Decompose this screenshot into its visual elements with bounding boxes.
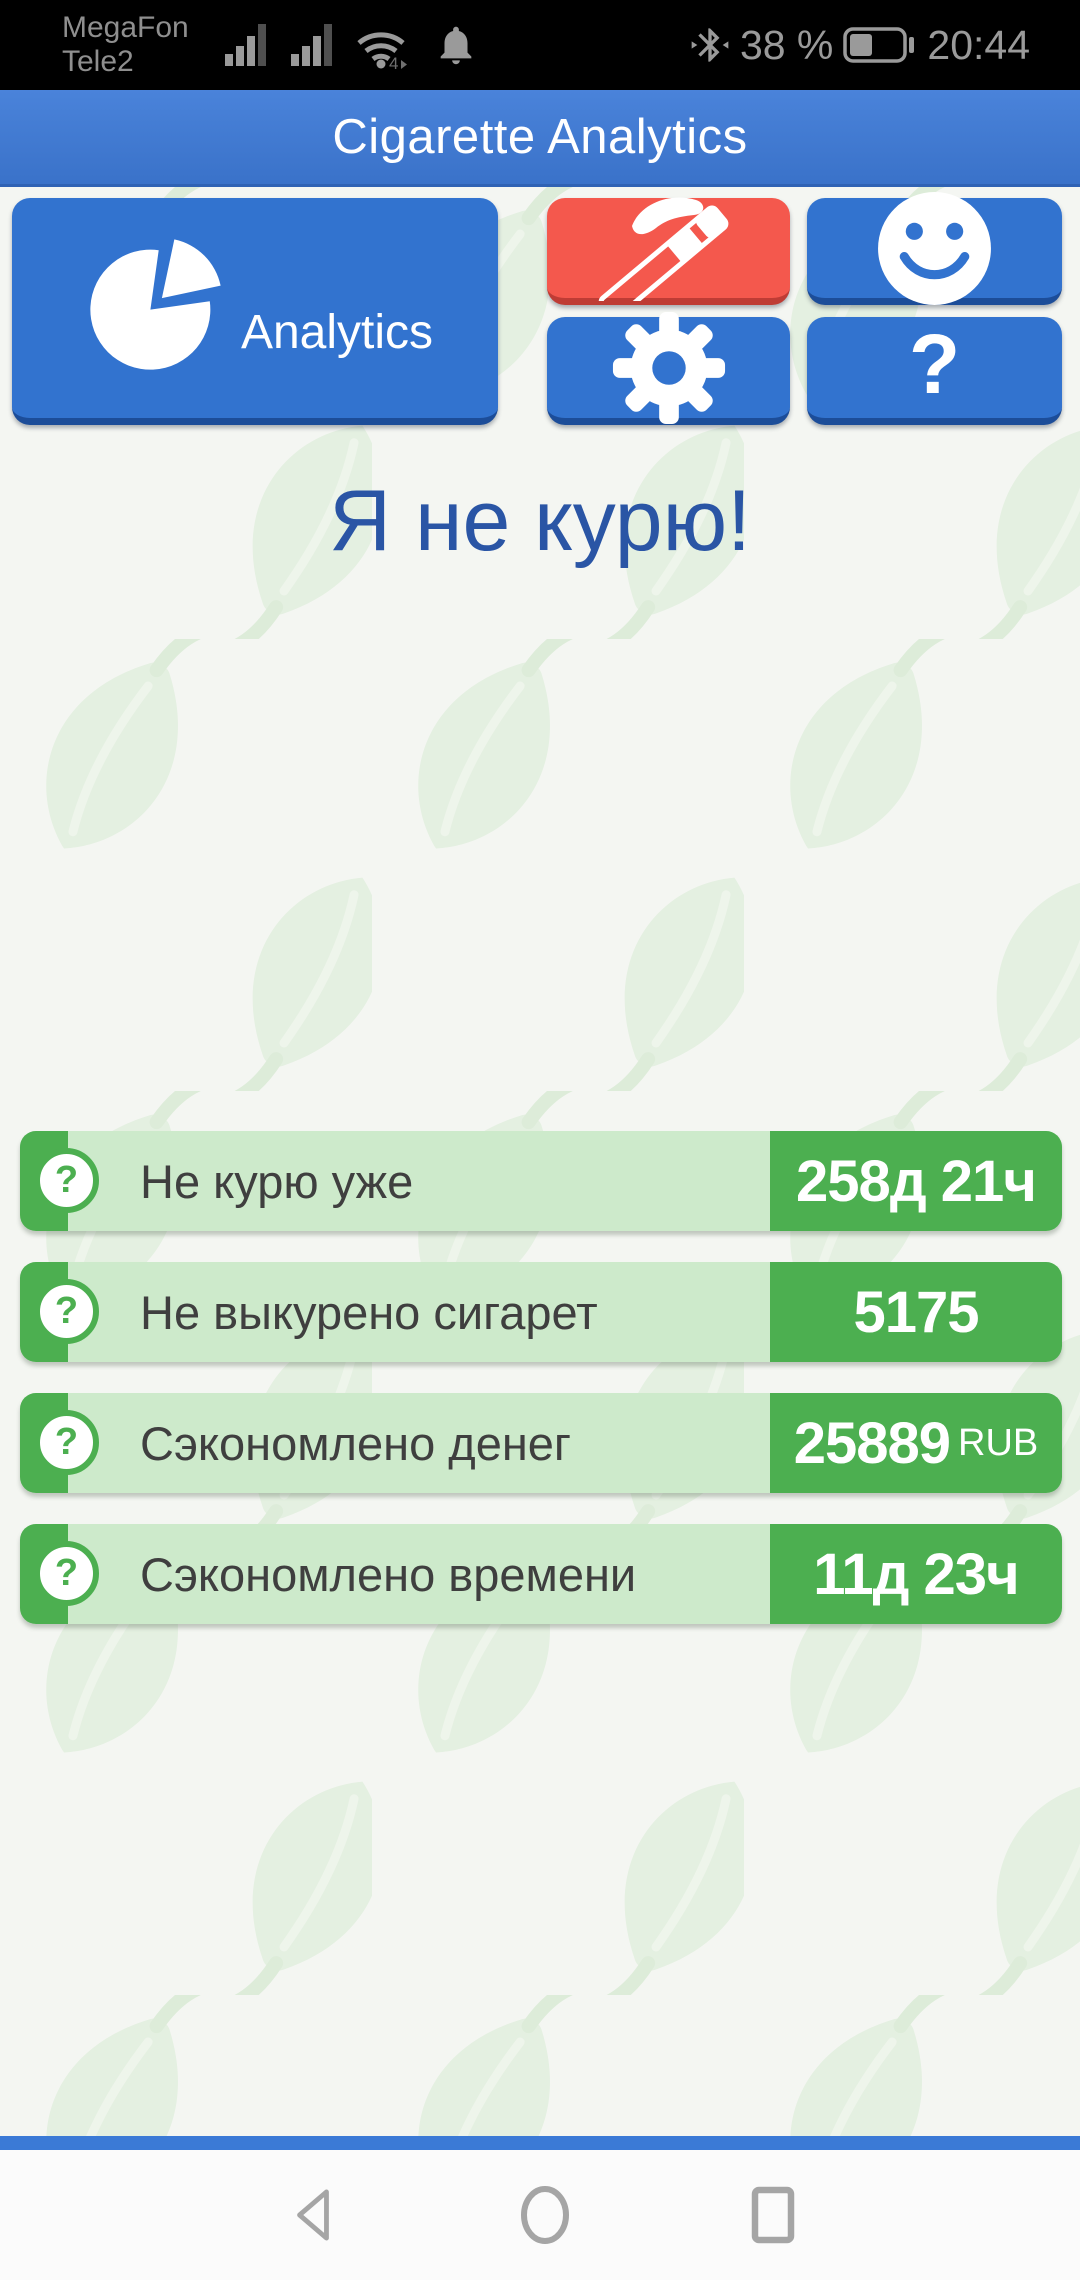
- back-button[interactable]: [288, 2183, 338, 2247]
- wifi-icon: 4: [357, 32, 407, 69]
- recents-button[interactable]: [746, 2183, 798, 2247]
- help-button-label: ?: [908, 316, 961, 411]
- status-icons: 4: [223, 21, 479, 69]
- analytics-button-label: Analytics: [240, 305, 434, 359]
- mood-button[interactable]: [807, 191, 1062, 305]
- page-title: Cigarette Analytics: [332, 110, 748, 164]
- leaf-pattern-background: [0, 187, 1080, 2136]
- notification-bell-icon: [440, 26, 472, 65]
- slogan-text: Я не курю!: [328, 473, 752, 569]
- clock-label: 20:44: [927, 21, 1030, 68]
- stat-row: ? Сэкономлено времени 11д 23ч: [20, 1524, 1062, 1624]
- app-header: Cigarette Analytics: [0, 90, 1080, 187]
- signal-strength-icon: [290, 24, 332, 66]
- battery-percent-label: 38 %: [739, 21, 834, 68]
- stat-label: Не выкурено сигарет: [140, 1285, 598, 1339]
- battery-icon: [843, 27, 915, 63]
- recents-icon: [751, 2186, 795, 2244]
- android-navbar: [0, 2150, 1080, 2280]
- stat-value-number: 5175: [853, 1279, 979, 1345]
- stat-value-number: 258д 21ч: [796, 1148, 1037, 1214]
- help-button[interactable]: ?: [807, 317, 1062, 425]
- cigarette-icon: [598, 197, 728, 301]
- bottom-accent-bar: [0, 2136, 1080, 2150]
- gear-icon: [612, 311, 725, 424]
- status-right-cluster: 38 % 20:44: [690, 22, 1030, 69]
- stat-row: ? Не курю уже 258д 21ч: [20, 1131, 1062, 1231]
- carrier-line1: MegaFon: [62, 11, 189, 44]
- stat-value: 5175: [770, 1262, 1062, 1362]
- stat-label: Сэкономлено денег: [140, 1416, 572, 1470]
- settings-button[interactable]: [547, 311, 790, 425]
- status-bar: MegaFon Tele2 4: [0, 0, 1080, 90]
- question-mark-icon: ?: [54, 1290, 79, 1332]
- stat-row: ? Сэкономлено денег 25889 RUB: [20, 1393, 1062, 1493]
- stat-value: 11д 23ч: [770, 1524, 1062, 1624]
- help-circle-button[interactable]: ?: [34, 1541, 99, 1606]
- back-icon: [297, 2189, 330, 2241]
- stat-label: Не курю уже: [140, 1154, 414, 1208]
- stat-label: Сэкономлено времени: [140, 1547, 637, 1601]
- help-circle-button[interactable]: ?: [34, 1410, 99, 1475]
- bluetooth-icon: [691, 28, 729, 62]
- question-mark-icon: ?: [54, 1421, 79, 1463]
- help-circle-button[interactable]: ?: [34, 1148, 99, 1213]
- carrier-line2: Tele2: [62, 45, 134, 78]
- question-mark-icon: ?: [54, 1159, 79, 1201]
- stat-value: 25889 RUB: [770, 1393, 1062, 1493]
- smiley-icon: [878, 191, 991, 305]
- pie-chart-icon: [90, 239, 221, 370]
- stat-value: 258д 21ч: [770, 1131, 1062, 1231]
- carrier-label: MegaFon Tele2: [62, 11, 189, 79]
- stat-value-unit: RUB: [958, 1421, 1039, 1464]
- help-circle-button[interactable]: ?: [34, 1279, 99, 1344]
- main-menu: Analytics: [0, 191, 1080, 438]
- home-icon: [521, 2186, 570, 2244]
- smoke-button[interactable]: [547, 197, 790, 305]
- stats-list: ? Не курю уже 258д 21ч ? Не выкурено сиг…: [20, 1131, 1062, 1655]
- signal-strength-icon: [224, 24, 266, 66]
- stat-value-number: 11д 23ч: [813, 1541, 1019, 1607]
- stat-value-number: 25889: [793, 1410, 951, 1476]
- home-button[interactable]: [519, 2183, 571, 2247]
- svg-text:4: 4: [389, 54, 398, 69]
- stat-row: ? Не выкурено сигарет 5175: [20, 1262, 1062, 1362]
- question-mark-icon: ?: [54, 1552, 79, 1594]
- analytics-button[interactable]: Analytics: [12, 198, 498, 425]
